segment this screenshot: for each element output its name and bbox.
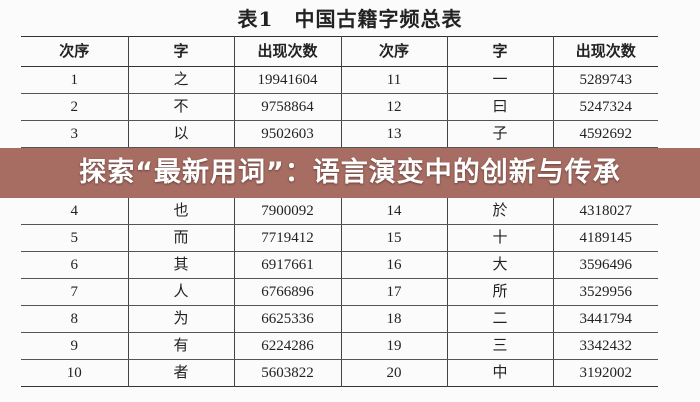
table-cell: 5247324 bbox=[552, 93, 658, 121]
table-cell: 15 bbox=[340, 224, 447, 252]
table-cell: 19 bbox=[340, 332, 447, 360]
table-cell: 7900092 bbox=[233, 198, 341, 225]
table-cell: 十 bbox=[446, 224, 553, 252]
table-cell: 9 bbox=[21, 332, 128, 360]
banner-text: 探索“最新用词”：语言演变中的创新与传承 bbox=[79, 157, 621, 188]
table-cell: 於 bbox=[446, 198, 553, 225]
table-row: 4 也 7900092 14 於 4318027 bbox=[21, 198, 658, 225]
column-header: 出现次数 bbox=[233, 36, 341, 67]
table-cell: 4189145 bbox=[552, 224, 658, 252]
table-cell: 11 bbox=[340, 66, 447, 94]
table-cell: 其 bbox=[127, 251, 234, 279]
table-cell: 7719412 bbox=[233, 224, 341, 252]
table-cell: 9502603 bbox=[233, 120, 341, 148]
table-cell: 而 bbox=[127, 224, 234, 252]
table-cell: 3441794 bbox=[552, 305, 658, 333]
table-cell: 1 bbox=[21, 66, 128, 94]
table-cell: 7 bbox=[21, 278, 128, 306]
table-cell: 4318027 bbox=[552, 198, 658, 225]
table-cell: 10 bbox=[66, 365, 82, 381]
char-frequency-table-continued: 4 也 7900092 14 於 4318027 5 而 7719412 15 十 4189145 6 其… bbox=[21, 198, 658, 387]
table-cell: 12 bbox=[340, 93, 447, 121]
table-cell: 5603822 bbox=[233, 359, 341, 387]
table-cell: 者 bbox=[127, 359, 234, 387]
table-cell: 6 bbox=[21, 251, 128, 279]
table-cell: 9758864 bbox=[233, 93, 341, 121]
table-row: 2 不 9758864 12 曰 5247324 bbox=[21, 93, 658, 121]
table-cell: 3342432 bbox=[552, 332, 658, 360]
table-cell: 人 bbox=[127, 278, 234, 306]
column-header: 次序 bbox=[21, 36, 128, 67]
table-row: 8 为 6625336 18 二 3441794 bbox=[21, 305, 658, 333]
table-cell: 所 bbox=[446, 278, 553, 306]
table-row: 6 其 6917661 16 大 3596496 bbox=[21, 251, 658, 279]
table-cell: 二 bbox=[446, 305, 553, 333]
table-cell: 3192002 bbox=[552, 359, 658, 387]
table-cell: 3529956 bbox=[552, 278, 658, 306]
table-cell: 17 bbox=[340, 278, 447, 306]
table-cell: 8 bbox=[21, 305, 128, 333]
table-cell: 中 bbox=[446, 359, 553, 387]
table-cell: 2 bbox=[21, 93, 128, 121]
table-cell: 3 bbox=[21, 120, 128, 148]
table-cell: 三 bbox=[446, 332, 553, 360]
table-row: 9 有 6224286 19 三 3342432 bbox=[21, 332, 658, 360]
table-cell: 子 bbox=[446, 120, 553, 148]
table-cell: 为 bbox=[127, 305, 234, 333]
table-row: 10 者 5603822 20 中 3192002 bbox=[21, 359, 658, 387]
headline-banner: 探索“最新用词”：语言演变中的创新与传承 bbox=[0, 148, 700, 198]
column-header: 出现次数 bbox=[552, 36, 658, 67]
table-cell: 6766896 bbox=[233, 278, 341, 306]
table-row: 5 而 7719412 15 十 4189145 bbox=[21, 224, 658, 252]
table-cell: 曰 bbox=[446, 93, 553, 121]
table-cell: 一 bbox=[446, 66, 553, 94]
table-cell: 16 bbox=[340, 251, 447, 279]
table-cell: 之 bbox=[127, 66, 234, 94]
table-cell: 大 bbox=[446, 251, 553, 279]
table-row: 1 之 19941604 11 一 5289743 bbox=[21, 66, 658, 94]
table-cell: 以 bbox=[127, 120, 234, 148]
table-cell: 4592692 bbox=[552, 120, 658, 148]
column-header: 次序 bbox=[340, 36, 447, 67]
table-cell: 18 bbox=[340, 305, 447, 333]
table-cell: 也 bbox=[127, 198, 234, 225]
table-cell: 3596496 bbox=[552, 251, 658, 279]
header-row: 次序字出现次数 次序字出现次数 bbox=[21, 36, 658, 67]
table-cell: 13 bbox=[340, 120, 447, 148]
table-cell: 19941604 bbox=[233, 66, 341, 94]
table-cell: 4 bbox=[21, 198, 128, 225]
table-row: 3 以 9502603 13 子 4592692 bbox=[21, 120, 658, 148]
table-cell: 14 bbox=[340, 198, 447, 225]
table-row: 7 人 6766896 17 所 3529956 bbox=[21, 278, 658, 306]
table-cell: 20 bbox=[340, 359, 447, 387]
table-cell: 不 bbox=[127, 93, 234, 121]
table-cell: 6224286 bbox=[233, 332, 341, 360]
column-header: 字 bbox=[446, 36, 553, 67]
table-cell: 5 bbox=[21, 224, 128, 252]
table-cell: 6625336 bbox=[233, 305, 341, 333]
table-cell: 有 bbox=[127, 332, 234, 360]
char-frequency-table: 次序字出现次数 次序字出现次数 1 之 19941604 11 一 5289743 2 不 975… bbox=[21, 36, 658, 148]
table-title: 表1 中国古籍字频总表 bbox=[237, 7, 463, 31]
column-header: 字 bbox=[127, 36, 234, 67]
table-cell: 6917661 bbox=[233, 251, 341, 279]
table-cell: 5289743 bbox=[552, 66, 658, 94]
